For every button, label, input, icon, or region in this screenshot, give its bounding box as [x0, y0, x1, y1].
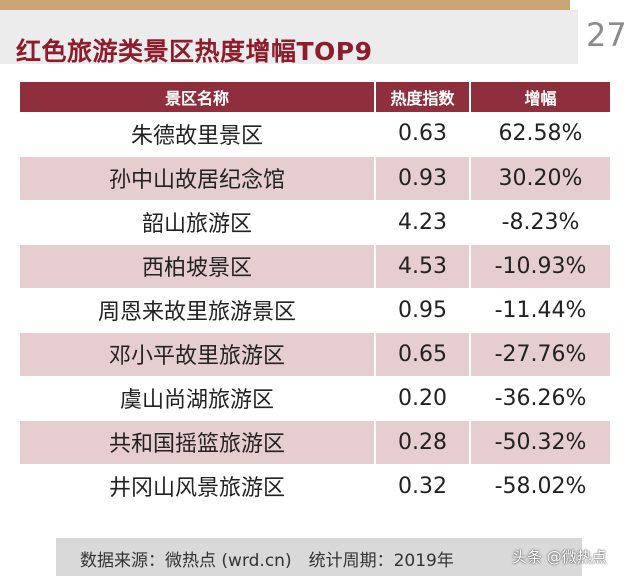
cell-name: 朱德故里景区 [20, 112, 376, 157]
ranking-table: 景区名称 热度指数 增幅 朱德故里景区 0.63 62.58% 孙中山故居纪念馆… [20, 82, 610, 509]
footer-band: 数据来源：微热点 (wrd.cn) 统计周期：2019年 [56, 538, 582, 576]
table-row: 井冈山风景旅游区 0.32 -58.02% [20, 464, 610, 509]
cell-name: 虞山尚湖旅游区 [20, 376, 376, 421]
table-row: 朱德故里景区 0.63 62.58% [20, 112, 610, 157]
cell-name: 周恩来故里旅游景区 [20, 288, 376, 333]
cell-name: 西柏坡景区 [20, 244, 376, 289]
cell-index: 0.32 [375, 464, 471, 509]
column-header-increase: 增幅 [470, 82, 610, 112]
table-row: 邓小平故里旅游区 0.65 -27.76% [20, 332, 610, 377]
cell-index: 4.53 [375, 244, 471, 289]
cell-increase: -36.26% [470, 376, 610, 421]
page-number: 27 [586, 16, 627, 54]
title-band: 红色旅游类景区热度增幅TOP9 [0, 10, 578, 66]
cell-increase: -50.32% [470, 420, 610, 465]
cell-index: 4.23 [375, 200, 471, 245]
cell-name: 孙中山故居纪念馆 [20, 156, 376, 201]
cell-index: 0.28 [375, 420, 471, 465]
data-source-note: 数据来源：微热点 (wrd.cn) 统计周期：2019年 [80, 551, 454, 571]
cell-index: 0.65 [375, 332, 471, 377]
cell-name: 邓小平故里旅游区 [20, 332, 376, 377]
watermark: 头条 @微热点 [512, 548, 607, 566]
column-header-name: 景区名称 [20, 82, 376, 112]
table-row: 韶山旅游区 4.23 -8.23% [20, 200, 610, 245]
table-row: 虞山尚湖旅游区 0.20 -36.26% [20, 376, 610, 421]
table-row: 孙中山故居纪念馆 0.93 30.20% [20, 156, 610, 201]
table-row: 周恩来故里旅游景区 0.95 -11.44% [20, 288, 610, 333]
table-header-row: 景区名称 热度指数 增幅 [20, 82, 610, 112]
cell-name: 井冈山风景旅游区 [20, 464, 376, 509]
cell-increase: 62.58% [470, 112, 610, 157]
table-row: 西柏坡景区 4.53 -10.93% [20, 244, 610, 289]
cell-increase: -27.76% [470, 332, 610, 377]
column-header-index: 热度指数 [375, 82, 471, 112]
cell-index: 0.95 [375, 288, 471, 333]
cell-increase: -58.02% [470, 464, 610, 509]
cell-increase: 30.20% [470, 156, 610, 201]
cell-increase: -10.93% [470, 244, 610, 289]
page-title: 红色旅游类景区热度增幅TOP9 [16, 37, 373, 66]
cell-index: 0.93 [375, 156, 471, 201]
cell-index: 0.20 [375, 376, 471, 421]
table-row: 共和国摇篮旅游区 0.28 -50.32% [20, 420, 610, 465]
cell-increase: -8.23% [470, 200, 610, 245]
accent-bar [0, 0, 640, 10]
cell-increase: -11.44% [470, 288, 610, 333]
cell-name: 韶山旅游区 [20, 200, 376, 245]
cell-name: 共和国摇篮旅游区 [20, 420, 376, 465]
cell-index: 0.63 [375, 112, 471, 157]
